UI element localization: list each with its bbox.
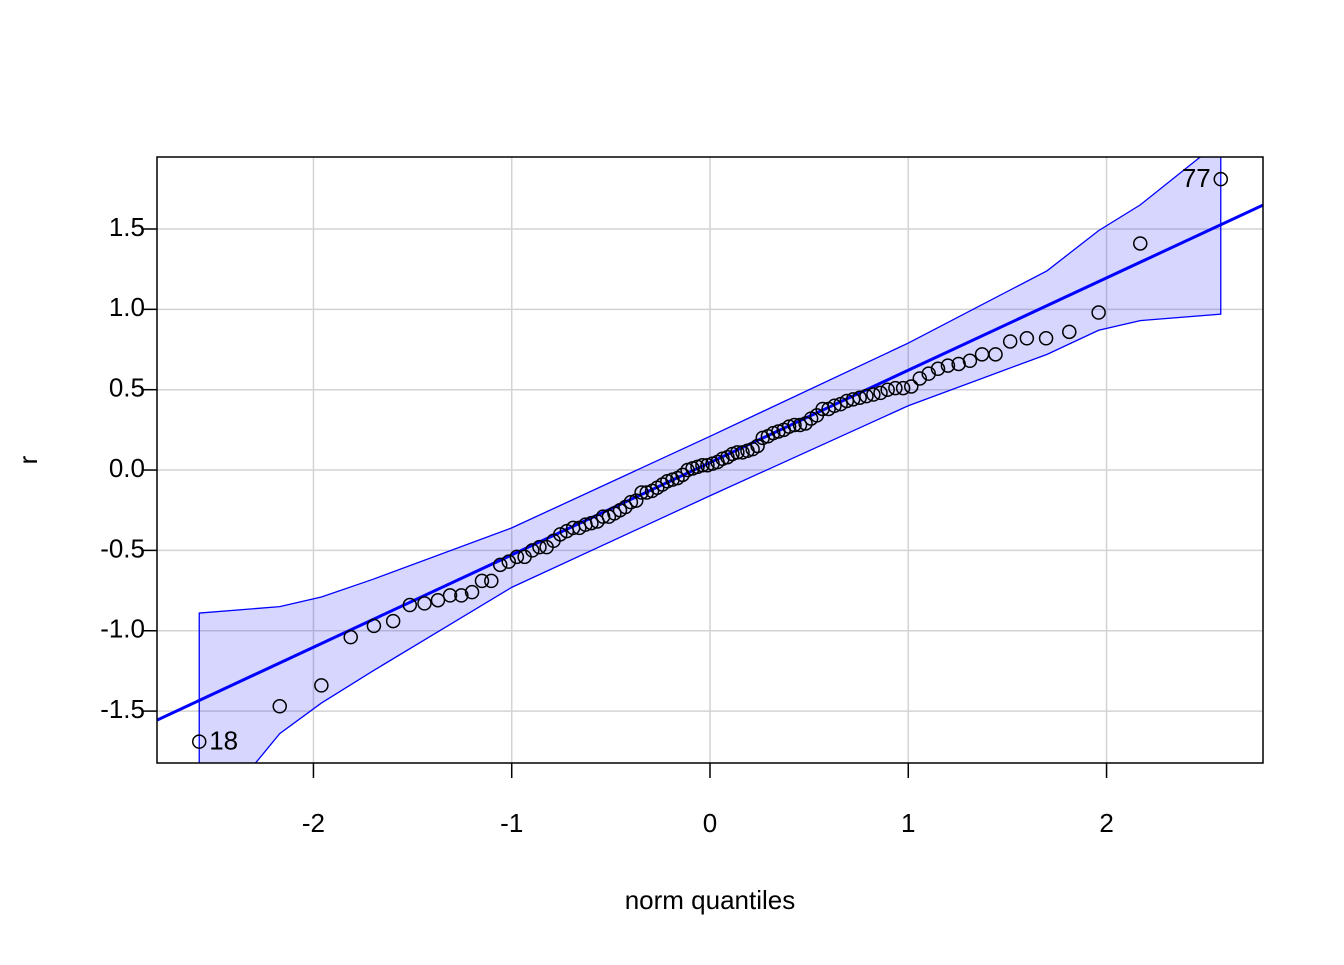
data-point — [442, 588, 458, 603]
data-point — [781, 419, 797, 434]
data-point — [962, 353, 978, 369]
data-point — [695, 457, 710, 473]
data-point — [930, 361, 946, 377]
x-tick-label: 1 — [901, 808, 915, 838]
data-point — [988, 347, 1003, 362]
point-label: 18 — [209, 726, 238, 756]
data-point — [895, 380, 911, 396]
data-point — [730, 445, 745, 460]
x-tick-label: -2 — [302, 808, 325, 838]
x-tick-label: 0 — [703, 808, 717, 838]
point-label: 77 — [1182, 163, 1211, 193]
data-point — [859, 388, 874, 404]
x-tick-label: 2 — [1099, 808, 1113, 838]
data-point — [675, 467, 690, 483]
data-point — [464, 584, 480, 600]
data-point — [191, 734, 207, 749]
data-point — [880, 382, 895, 397]
data-point — [1019, 331, 1035, 346]
x-tick-label: -1 — [500, 808, 523, 838]
plot-frame — [156, 156, 1264, 764]
data-point — [904, 379, 919, 394]
data-point — [866, 387, 881, 402]
reference-line — [157, 203, 1263, 722]
y-tick-label: 1.0 — [109, 292, 145, 322]
data-point — [623, 494, 639, 510]
y-tick-label: -1.5 — [100, 694, 145, 724]
data-point — [1091, 305, 1106, 320]
data-point — [787, 417, 802, 433]
data-point — [492, 557, 508, 573]
y-tick-label: -1.0 — [100, 614, 145, 644]
data-point — [343, 629, 358, 645]
data-point — [618, 499, 633, 515]
data-point — [750, 438, 765, 454]
data-point — [634, 485, 649, 500]
data-point — [417, 596, 432, 611]
data-point — [792, 417, 808, 433]
data-point — [628, 493, 644, 508]
data-point — [474, 573, 490, 589]
data-point — [1038, 331, 1054, 346]
data-point — [1133, 236, 1148, 251]
data-point — [912, 371, 928, 386]
data-point — [501, 554, 516, 569]
data-point — [272, 699, 287, 714]
y-tick-label: 1.5 — [109, 212, 145, 242]
data-point — [888, 380, 903, 396]
data-point — [921, 366, 936, 381]
data-point — [402, 597, 418, 613]
data-point — [525, 543, 540, 558]
data-point — [532, 539, 547, 555]
data-point — [314, 678, 329, 693]
data-point — [940, 358, 956, 373]
data-point — [553, 527, 568, 542]
data-point — [873, 385, 888, 401]
data-point — [484, 573, 499, 589]
x-axis-label: norm quantiles — [625, 885, 796, 915]
data-point — [366, 618, 382, 634]
data-point — [584, 515, 599, 531]
data-point — [430, 592, 446, 608]
y-axis-label: r — [13, 455, 43, 464]
data-point — [509, 549, 525, 565]
data-point — [845, 392, 861, 407]
y-tick-label: -0.5 — [100, 533, 145, 563]
data-point — [454, 588, 469, 603]
plot-area — [157, 157, 1263, 763]
data-point — [852, 390, 867, 405]
data-point — [1062, 324, 1077, 340]
y-tick-label: 0.0 — [109, 453, 145, 483]
data-point — [1002, 334, 1018, 349]
y-tick-label: 0.5 — [109, 373, 145, 403]
data-point — [385, 613, 401, 629]
data-point — [1213, 171, 1229, 187]
data-point — [827, 398, 842, 414]
